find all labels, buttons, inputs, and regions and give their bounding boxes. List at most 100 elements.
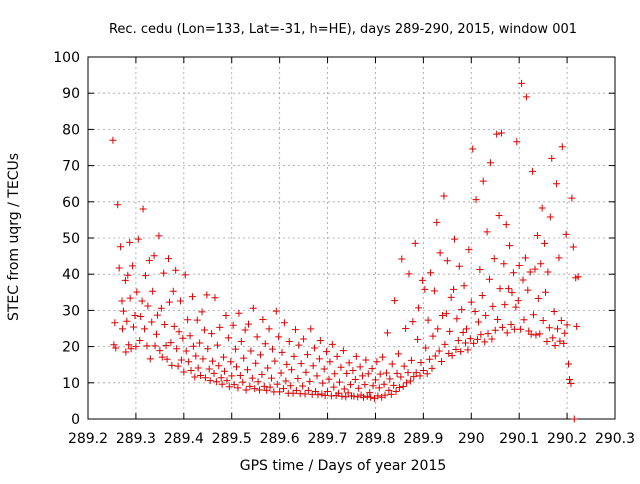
data-point	[356, 363, 364, 371]
data-point	[261, 340, 269, 348]
data-point	[146, 355, 154, 363]
data-point	[220, 353, 228, 361]
data-point	[495, 212, 503, 220]
data-point	[131, 311, 139, 319]
data-point	[155, 232, 163, 240]
data-point	[466, 335, 474, 343]
data-point	[157, 304, 165, 312]
x-tick-label: 289.4	[164, 431, 204, 447]
data-point	[436, 249, 444, 257]
data-point	[397, 373, 405, 381]
data-point	[561, 329, 569, 337]
data-point	[303, 351, 311, 359]
data-point	[521, 254, 529, 262]
data-point	[369, 382, 377, 390]
y-axis-label: STEC from uqrg / TECUs	[6, 153, 22, 321]
data-point	[565, 376, 573, 384]
x-tick-label: 290.2	[547, 431, 587, 447]
data-point	[429, 332, 437, 340]
data-point	[544, 268, 552, 276]
data-point	[373, 358, 381, 366]
data-point	[510, 325, 518, 333]
data-point	[234, 384, 242, 392]
data-point	[500, 260, 508, 268]
data-point	[434, 325, 442, 333]
data-point	[493, 130, 501, 138]
data-point	[505, 285, 513, 293]
data-point	[482, 311, 490, 319]
data-point	[198, 308, 206, 316]
data-point	[440, 192, 448, 200]
data-point	[126, 238, 134, 246]
data-point	[134, 235, 142, 243]
data-point	[153, 311, 161, 319]
data-point	[430, 287, 438, 295]
data-point	[563, 321, 571, 329]
x-tick-label: 289.5	[212, 431, 252, 447]
data-point	[204, 345, 212, 353]
data-point	[160, 269, 168, 277]
data-point	[212, 378, 220, 386]
data-point	[115, 264, 123, 272]
data-point	[386, 375, 394, 383]
data-point	[464, 346, 472, 354]
data-point	[285, 338, 293, 346]
data-point	[494, 315, 502, 323]
data-point	[288, 366, 296, 374]
data-point	[251, 385, 259, 393]
data-point	[562, 230, 570, 238]
data-point	[222, 311, 230, 319]
data-point	[574, 273, 582, 281]
data-point	[338, 392, 346, 400]
data-point	[244, 320, 252, 328]
data-point	[127, 345, 135, 353]
data-point	[467, 298, 475, 306]
data-point	[248, 374, 256, 382]
data-point	[200, 326, 208, 334]
data-point	[165, 298, 173, 306]
data-point	[153, 330, 161, 338]
data-point	[174, 362, 182, 370]
data-point	[233, 363, 241, 371]
y-tick-label: 60	[62, 195, 80, 211]
data-point	[268, 345, 276, 353]
data-point	[206, 377, 214, 385]
x-tick-label: 289.2	[68, 431, 108, 447]
data-point	[213, 341, 221, 349]
data-point	[344, 389, 352, 397]
data-point	[197, 372, 205, 380]
data-point	[447, 293, 455, 301]
data-point	[530, 311, 538, 319]
data-point	[441, 340, 449, 348]
data-point	[244, 366, 252, 374]
y-tick-label: 70	[62, 159, 80, 175]
data-point	[533, 231, 541, 239]
data-point	[364, 370, 372, 378]
data-point	[267, 374, 275, 382]
data-point	[363, 392, 371, 400]
data-point	[272, 307, 280, 315]
data-point	[345, 359, 353, 367]
data-point	[483, 228, 491, 236]
x-tick-label: 289.9	[403, 431, 443, 447]
data-point	[355, 384, 363, 392]
data-point	[301, 390, 309, 398]
x-tick-label: 290.1	[499, 431, 539, 447]
data-point	[201, 374, 209, 382]
y-tick-label: 30	[62, 303, 80, 319]
data-point	[172, 266, 180, 274]
data-point	[110, 341, 118, 349]
data-point	[428, 364, 436, 372]
data-point	[158, 353, 166, 361]
data-point	[532, 331, 540, 339]
data-point	[205, 365, 213, 373]
data-point	[264, 364, 272, 372]
data-point	[339, 347, 347, 355]
data-point	[163, 355, 171, 363]
data-point	[362, 356, 370, 364]
data-point	[227, 358, 235, 366]
data-point	[375, 384, 383, 392]
data-point	[359, 393, 367, 401]
data-point	[156, 347, 164, 355]
